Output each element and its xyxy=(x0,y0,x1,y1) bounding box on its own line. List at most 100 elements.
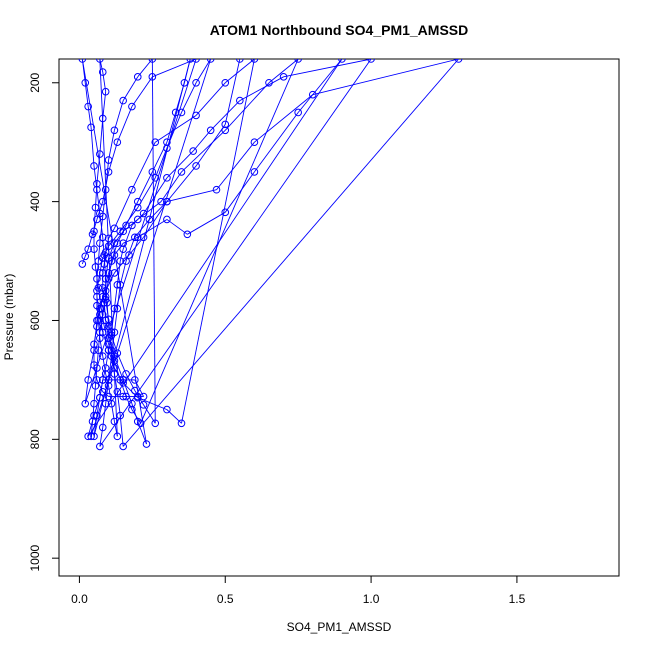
y-axis: 200 400 600 800 1000 xyxy=(28,72,60,572)
y-tick-label: 1000 xyxy=(28,545,42,572)
data-point xyxy=(294,59,302,63)
series-segment xyxy=(108,130,115,161)
series-segment xyxy=(116,391,121,416)
series-segment xyxy=(128,236,144,256)
series-segment xyxy=(166,112,177,143)
series-segment xyxy=(122,59,459,447)
data-point xyxy=(139,209,148,218)
data-point xyxy=(110,251,119,259)
data-point xyxy=(133,197,142,206)
data-point xyxy=(88,417,97,426)
data-point xyxy=(250,59,259,63)
data-point xyxy=(116,281,125,289)
data-point xyxy=(171,108,180,117)
series-segment xyxy=(254,112,299,173)
data-point xyxy=(128,102,136,111)
series-segment xyxy=(84,379,89,404)
data-point xyxy=(113,432,122,441)
x-axis: 0.0 0.5 1.0 1.5 xyxy=(71,575,526,606)
series-segment xyxy=(84,82,89,107)
series-segment xyxy=(93,364,98,380)
data-point xyxy=(96,393,104,402)
data-point xyxy=(93,411,101,420)
series-group xyxy=(78,59,463,451)
data-point xyxy=(110,239,119,248)
data-point xyxy=(236,96,244,105)
data-point xyxy=(133,73,142,81)
series-segment xyxy=(195,82,226,116)
data-point xyxy=(116,411,125,420)
data-point xyxy=(107,346,116,354)
data-point xyxy=(110,417,119,426)
series-segment xyxy=(93,207,96,232)
data-point xyxy=(84,245,92,253)
data-point xyxy=(101,87,110,96)
data-point xyxy=(110,370,119,378)
data-point xyxy=(163,405,171,414)
data-point xyxy=(93,322,101,331)
data-point xyxy=(139,401,148,409)
data-point xyxy=(104,156,113,164)
data-point xyxy=(96,442,104,451)
data-point xyxy=(189,147,197,155)
data-point xyxy=(139,233,148,242)
series-segment xyxy=(81,256,86,265)
series-segment xyxy=(131,409,142,424)
data-point xyxy=(192,111,200,120)
data-point xyxy=(145,215,154,224)
series-segment xyxy=(155,115,197,143)
data-point xyxy=(183,230,192,239)
data-point xyxy=(221,120,230,129)
series-segment xyxy=(187,211,226,235)
data-point xyxy=(116,257,125,265)
x-axis-label: SO4_PM1_AMSSD xyxy=(287,620,392,634)
series-segment xyxy=(92,219,98,235)
data-point xyxy=(87,123,95,132)
series-segment xyxy=(137,171,153,202)
data-point xyxy=(128,221,136,230)
data-point xyxy=(94,346,103,354)
series-segment xyxy=(116,106,133,143)
series-segment xyxy=(119,415,124,447)
data-point xyxy=(148,73,157,81)
data-point xyxy=(93,292,101,301)
data-point xyxy=(236,59,244,63)
data-point xyxy=(131,233,139,242)
data-point xyxy=(151,138,160,146)
data-point xyxy=(110,357,119,365)
data-point xyxy=(104,382,113,390)
data-point xyxy=(96,304,104,313)
series-segment xyxy=(195,124,226,167)
data-point xyxy=(128,399,136,408)
y-tick-label: 400 xyxy=(28,191,42,211)
data-point xyxy=(104,315,113,324)
data-point xyxy=(113,349,122,357)
data-point xyxy=(101,185,110,194)
data-point xyxy=(104,392,113,401)
data-point xyxy=(113,281,122,289)
series-segment xyxy=(122,225,133,250)
series-segment xyxy=(116,284,121,309)
data-point xyxy=(91,203,100,212)
series-segment xyxy=(254,94,314,143)
series-segment xyxy=(99,118,104,155)
data-point xyxy=(192,162,200,170)
data-point xyxy=(133,215,142,224)
data-point xyxy=(192,59,200,63)
data-point xyxy=(110,269,119,277)
data-point xyxy=(78,260,87,268)
data-point xyxy=(163,174,171,182)
series-segment xyxy=(268,59,299,84)
data-point xyxy=(90,432,98,441)
data-point xyxy=(81,78,90,87)
data-point xyxy=(101,275,110,283)
data-point xyxy=(101,364,110,372)
series-segment xyxy=(297,59,343,113)
data-point xyxy=(367,59,375,63)
plot-area-frame xyxy=(58,58,620,577)
data-point xyxy=(107,328,116,337)
data-point xyxy=(104,234,113,243)
data-point xyxy=(142,440,151,448)
data-point xyxy=(119,227,127,236)
data-series xyxy=(78,59,463,451)
